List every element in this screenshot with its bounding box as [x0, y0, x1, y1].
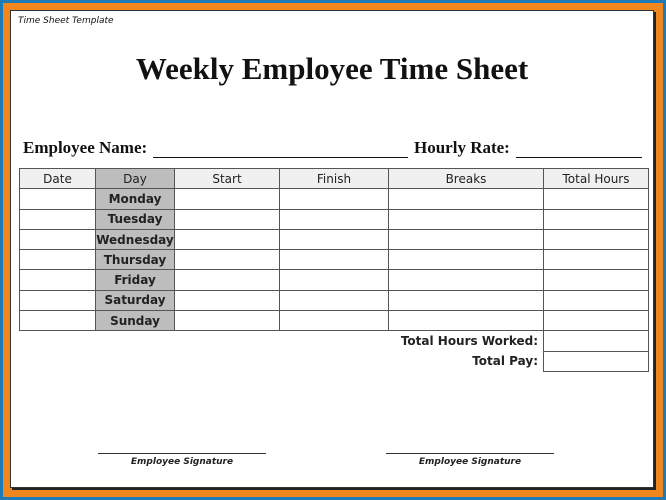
breaks-cell[interactable] [388, 228, 544, 251]
signature-label-2: Employee Signature [418, 457, 522, 467]
breaks-cell[interactable] [388, 188, 544, 210]
day-cell: Thursday [95, 249, 175, 271]
start-cell[interactable] [174, 310, 280, 332]
day-cell: Saturday [95, 289, 175, 312]
table-row: Thursday [19, 249, 649, 271]
table-header-row: Date Day Start Finish Breaks Total Hours [19, 167, 649, 190]
total-hours-row: Total Hours Worked: [20, 330, 649, 352]
hourly-rate-field[interactable]: Hourly Rate: [414, 138, 642, 158]
col-total-hours: Total Hours [543, 167, 649, 190]
total-hours-cell[interactable] [543, 228, 649, 251]
finish-cell[interactable] [279, 188, 389, 210]
day-cell: Wednesday [95, 228, 175, 251]
date-cell[interactable] [19, 249, 96, 271]
total-pay-label: Total Pay: [472, 354, 538, 369]
finish-cell[interactable] [279, 269, 389, 291]
breaks-cell[interactable] [388, 269, 544, 291]
col-breaks: Breaks [388, 167, 544, 190]
breaks-cell[interactable] [388, 310, 544, 332]
total-hours-cell[interactable] [543, 208, 649, 230]
total-hours-cell[interactable] [543, 289, 649, 312]
page-title: Weekly Employee Time Sheet [135, 51, 529, 86]
start-cell[interactable] [174, 228, 280, 251]
signature-line-1[interactable] [98, 453, 266, 454]
table-row: Monday [19, 188, 649, 210]
col-start: Start [174, 167, 280, 190]
start-cell[interactable] [174, 188, 280, 210]
employee-name-label: Employee Name: [23, 138, 148, 157]
finish-cell[interactable] [279, 208, 389, 230]
date-cell[interactable] [19, 188, 96, 210]
day-cell: Sunday [95, 310, 175, 332]
template-label: Time Sheet Template [18, 16, 114, 26]
date-cell[interactable] [19, 208, 96, 230]
employee-name-line[interactable] [153, 141, 409, 158]
date-cell[interactable] [19, 310, 96, 332]
table-row: Sunday [19, 310, 649, 332]
date-cell[interactable] [19, 269, 96, 291]
breaks-cell[interactable] [388, 289, 544, 312]
table-row: Wednesday [19, 228, 649, 251]
total-hours-cell[interactable] [543, 310, 649, 332]
finish-cell[interactable] [279, 249, 389, 271]
breaks-cell[interactable] [388, 208, 544, 230]
finish-cell[interactable] [279, 289, 389, 312]
total-hours-cell[interactable] [543, 249, 649, 271]
day-cell: Friday [95, 269, 175, 291]
finish-cell[interactable] [279, 228, 389, 251]
finish-cell[interactable] [279, 310, 389, 332]
signature-line-2[interactable] [386, 453, 554, 454]
start-cell[interactable] [174, 289, 280, 312]
signature-label-1: Employee Signature [130, 457, 234, 467]
day-cell: Monday [95, 188, 175, 210]
breaks-cell[interactable] [388, 249, 544, 271]
table-row: Friday [19, 269, 649, 291]
col-day: Day [95, 167, 175, 190]
table-row: Tuesday [19, 208, 649, 230]
total-hours-cell[interactable] [543, 188, 649, 210]
col-finish: Finish [279, 167, 389, 190]
col-date: Date [19, 167, 96, 190]
start-cell[interactable] [174, 269, 280, 291]
day-cell: Tuesday [95, 208, 175, 230]
total-pay-row: Total Pay: [20, 350, 649, 372]
date-cell[interactable] [19, 289, 96, 312]
hourly-rate-label: Hourly Rate: [414, 138, 510, 157]
date-cell[interactable] [19, 228, 96, 251]
employee-name-field[interactable]: Employee Name: [23, 138, 409, 158]
total-hours-cell[interactable] [543, 269, 649, 291]
start-cell[interactable] [174, 208, 280, 230]
total-hours-cell[interactable] [543, 330, 649, 352]
timesheet-table: Date Day Start Finish Breaks Total Hours… [19, 167, 649, 372]
total-hours-label: Total Hours Worked: [400, 334, 538, 349]
total-pay-cell[interactable] [543, 350, 649, 372]
hourly-rate-line[interactable] [515, 141, 642, 158]
document-page: Time Sheet Template Weekly Employee Time… [10, 10, 654, 488]
start-cell[interactable] [174, 249, 280, 271]
table-row: Saturday [19, 289, 649, 312]
